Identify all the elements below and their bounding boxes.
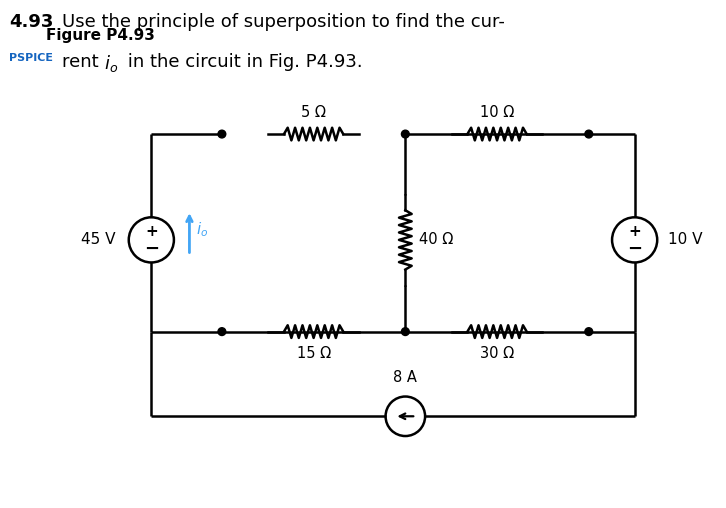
Text: 15 Ω: 15 Ω [296, 346, 330, 361]
Text: $i_o$: $i_o$ [104, 53, 118, 74]
Text: +: + [628, 224, 641, 239]
Text: 30 Ω: 30 Ω [480, 346, 514, 361]
Text: 10 V: 10 V [668, 232, 703, 247]
Circle shape [218, 130, 226, 138]
Circle shape [401, 130, 409, 138]
Text: 10 Ω: 10 Ω [480, 105, 514, 120]
Text: rent: rent [62, 53, 104, 71]
Text: Figure P4.93: Figure P4.93 [46, 28, 155, 43]
Text: 5 Ω: 5 Ω [301, 105, 326, 120]
Text: −: − [144, 240, 159, 259]
Circle shape [218, 328, 226, 335]
Text: in the circuit in Fig. P4.93.: in the circuit in Fig. P4.93. [122, 53, 362, 71]
Text: 8 A: 8 A [393, 370, 417, 385]
Text: 45 V: 45 V [81, 232, 115, 247]
Text: −: − [627, 240, 643, 259]
Text: PSPICE: PSPICE [9, 53, 53, 64]
Text: 40 Ω: 40 Ω [420, 232, 454, 247]
Text: $i_o$: $i_o$ [197, 220, 209, 239]
Circle shape [401, 328, 409, 335]
Circle shape [585, 130, 592, 138]
Text: 4.93: 4.93 [9, 13, 53, 30]
Text: Use the principle of superposition to find the cur-: Use the principle of superposition to fi… [62, 13, 505, 30]
Circle shape [585, 328, 592, 335]
Text: +: + [145, 224, 158, 239]
